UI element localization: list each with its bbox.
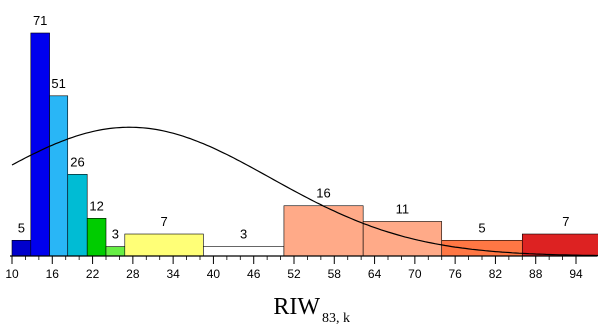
x-tick-label-14: 94: [569, 267, 583, 281]
x-axis-ticks: 10 16 22 28 34 40 46 52 58 64 70 76 82 88 94: [5, 256, 583, 281]
bar-9: [362, 221, 443, 257]
bar-value-label-3: 26: [70, 154, 84, 169]
bar-10: [441, 239, 523, 257]
bar-4: [86, 218, 107, 257]
x-tick-label-9: 64: [368, 267, 382, 281]
bar-value-label-7: 3: [240, 227, 247, 242]
x-axis-title-main: RIW: [273, 294, 320, 320]
bar-value-label-4: 12: [89, 198, 103, 213]
bar-2: [49, 95, 69, 257]
x-tick-label-11: 76: [448, 267, 462, 281]
bar-11: [521, 233, 598, 257]
bar-labels-layer: 5 71 51 26 12 3 7 3 16 11 5 7: [18, 13, 570, 242]
bar-7: [203, 246, 285, 257]
bars-layer: [11, 32, 598, 257]
x-tick-label-0: 10: [5, 267, 19, 281]
x-tick-label-3: 28: [126, 267, 140, 281]
x-axis-title: RIW: [273, 294, 320, 320]
x-tick-label-6: 46: [247, 267, 261, 281]
bar-value-label-0: 5: [18, 220, 25, 235]
bar-5: [105, 246, 126, 257]
bar-value-label-1: 71: [33, 13, 47, 28]
bar-value-label-6: 7: [160, 214, 167, 229]
x-tick-label-8: 58: [328, 267, 342, 281]
x-tick-label-4: 34: [166, 267, 180, 281]
fitted-curve: [11, 126, 598, 257]
bar-3: [67, 174, 88, 257]
x-tick-label-1: 16: [46, 267, 60, 281]
bar-value-label-8: 16: [316, 186, 330, 201]
x-tick-label-12: 82: [489, 267, 503, 281]
x-tick-label-10: 70: [408, 267, 422, 281]
x-tick-label-2: 22: [86, 267, 100, 281]
x-tick-label-5: 40: [207, 267, 221, 281]
bar-value-label-5: 3: [112, 227, 119, 242]
bar-value-label-9: 11: [396, 201, 410, 216]
bar-value-label-2: 51: [51, 76, 65, 91]
bar-value-label-10: 5: [478, 220, 485, 235]
x-axis-title-subscript: 83, k: [322, 311, 350, 326]
x-tick-label-13: 88: [529, 267, 543, 281]
bar-6: [124, 233, 204, 257]
x-tick-label-7: 52: [287, 267, 301, 281]
bar-value-label-11: 7: [562, 214, 569, 229]
bar-0: [11, 239, 32, 257]
bar-1: [30, 32, 50, 257]
bar-8: [283, 205, 364, 257]
